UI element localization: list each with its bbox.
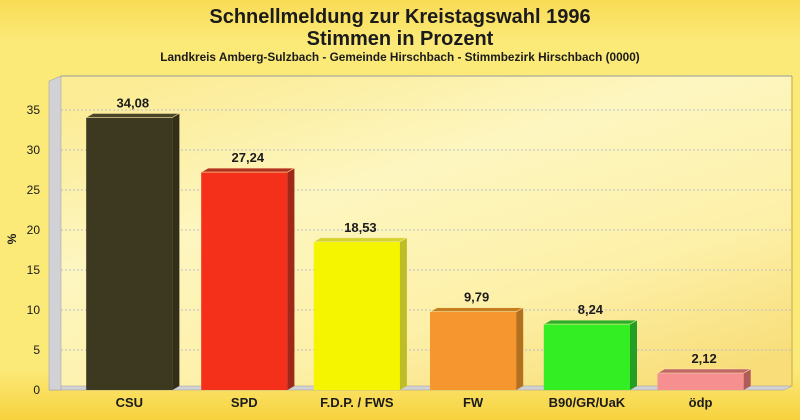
svg-text:8,24: 8,24 [578, 302, 604, 317]
svg-text:25: 25 [27, 183, 41, 197]
svg-text:CSU: CSU [116, 395, 143, 410]
svg-text:2,12: 2,12 [691, 351, 716, 366]
svg-text:9,79: 9,79 [464, 290, 489, 305]
svg-text:FW: FW [463, 395, 484, 410]
svg-text:34,08: 34,08 [117, 95, 150, 110]
svg-text:ödp: ödp [689, 395, 713, 410]
svg-text:0: 0 [33, 383, 40, 397]
svg-text:27,24: 27,24 [232, 150, 265, 165]
svg-text:%: % [5, 233, 19, 244]
svg-text:15: 15 [27, 263, 41, 277]
svg-text:35: 35 [27, 103, 41, 117]
svg-text:F.D.P. / FWS: F.D.P. / FWS [320, 395, 394, 410]
svg-text:20: 20 [27, 223, 41, 237]
svg-text:B90/GR/UaK: B90/GR/UaK [549, 395, 626, 410]
svg-text:30: 30 [27, 143, 41, 157]
svg-text:SPD: SPD [231, 395, 258, 410]
svg-text:5: 5 [33, 343, 40, 357]
svg-text:10: 10 [27, 303, 41, 317]
svg-text:18,53: 18,53 [344, 220, 377, 235]
